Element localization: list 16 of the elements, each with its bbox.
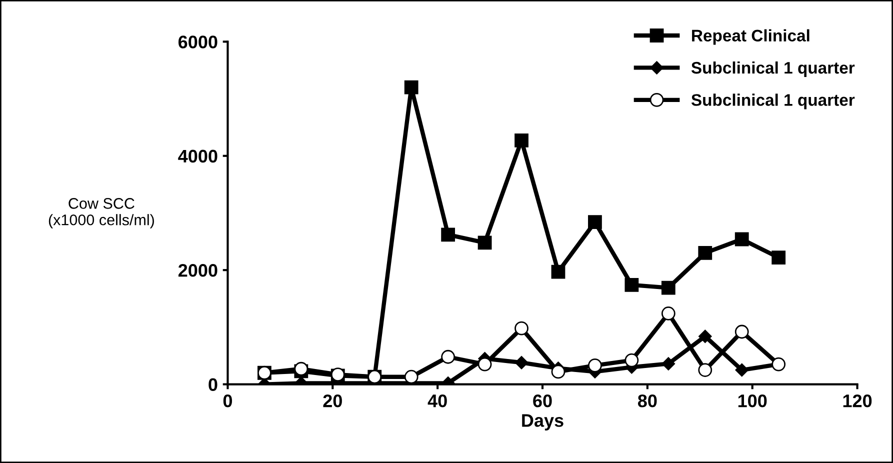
y-axis-title: Cow SCC (x1000 cells/ml) bbox=[48, 198, 154, 228]
x-tick-label: 60 bbox=[533, 394, 552, 408]
legend-label: Subclinical 1 quarter bbox=[691, 94, 855, 110]
legend-label: Repeat Clinical bbox=[692, 29, 810, 45]
legend-label: Subclinical 1 quarter bbox=[691, 61, 855, 77]
x-tick-label: 80 bbox=[638, 394, 657, 408]
x-tick-label: 100 bbox=[738, 394, 767, 408]
y-tick-label: 4000 bbox=[178, 150, 218, 163]
x-tick-label: 120 bbox=[843, 394, 872, 408]
y-tick-label: 6000 bbox=[178, 36, 218, 48]
x-tick-label: 0 bbox=[223, 394, 232, 408]
x-tick-label: 40 bbox=[428, 394, 447, 408]
y-tick-label: 0 bbox=[208, 378, 218, 392]
x-axis-title: Days bbox=[522, 414, 564, 430]
x-tick-label: 20 bbox=[323, 394, 342, 408]
y-tick-label: 2000 bbox=[178, 264, 218, 277]
